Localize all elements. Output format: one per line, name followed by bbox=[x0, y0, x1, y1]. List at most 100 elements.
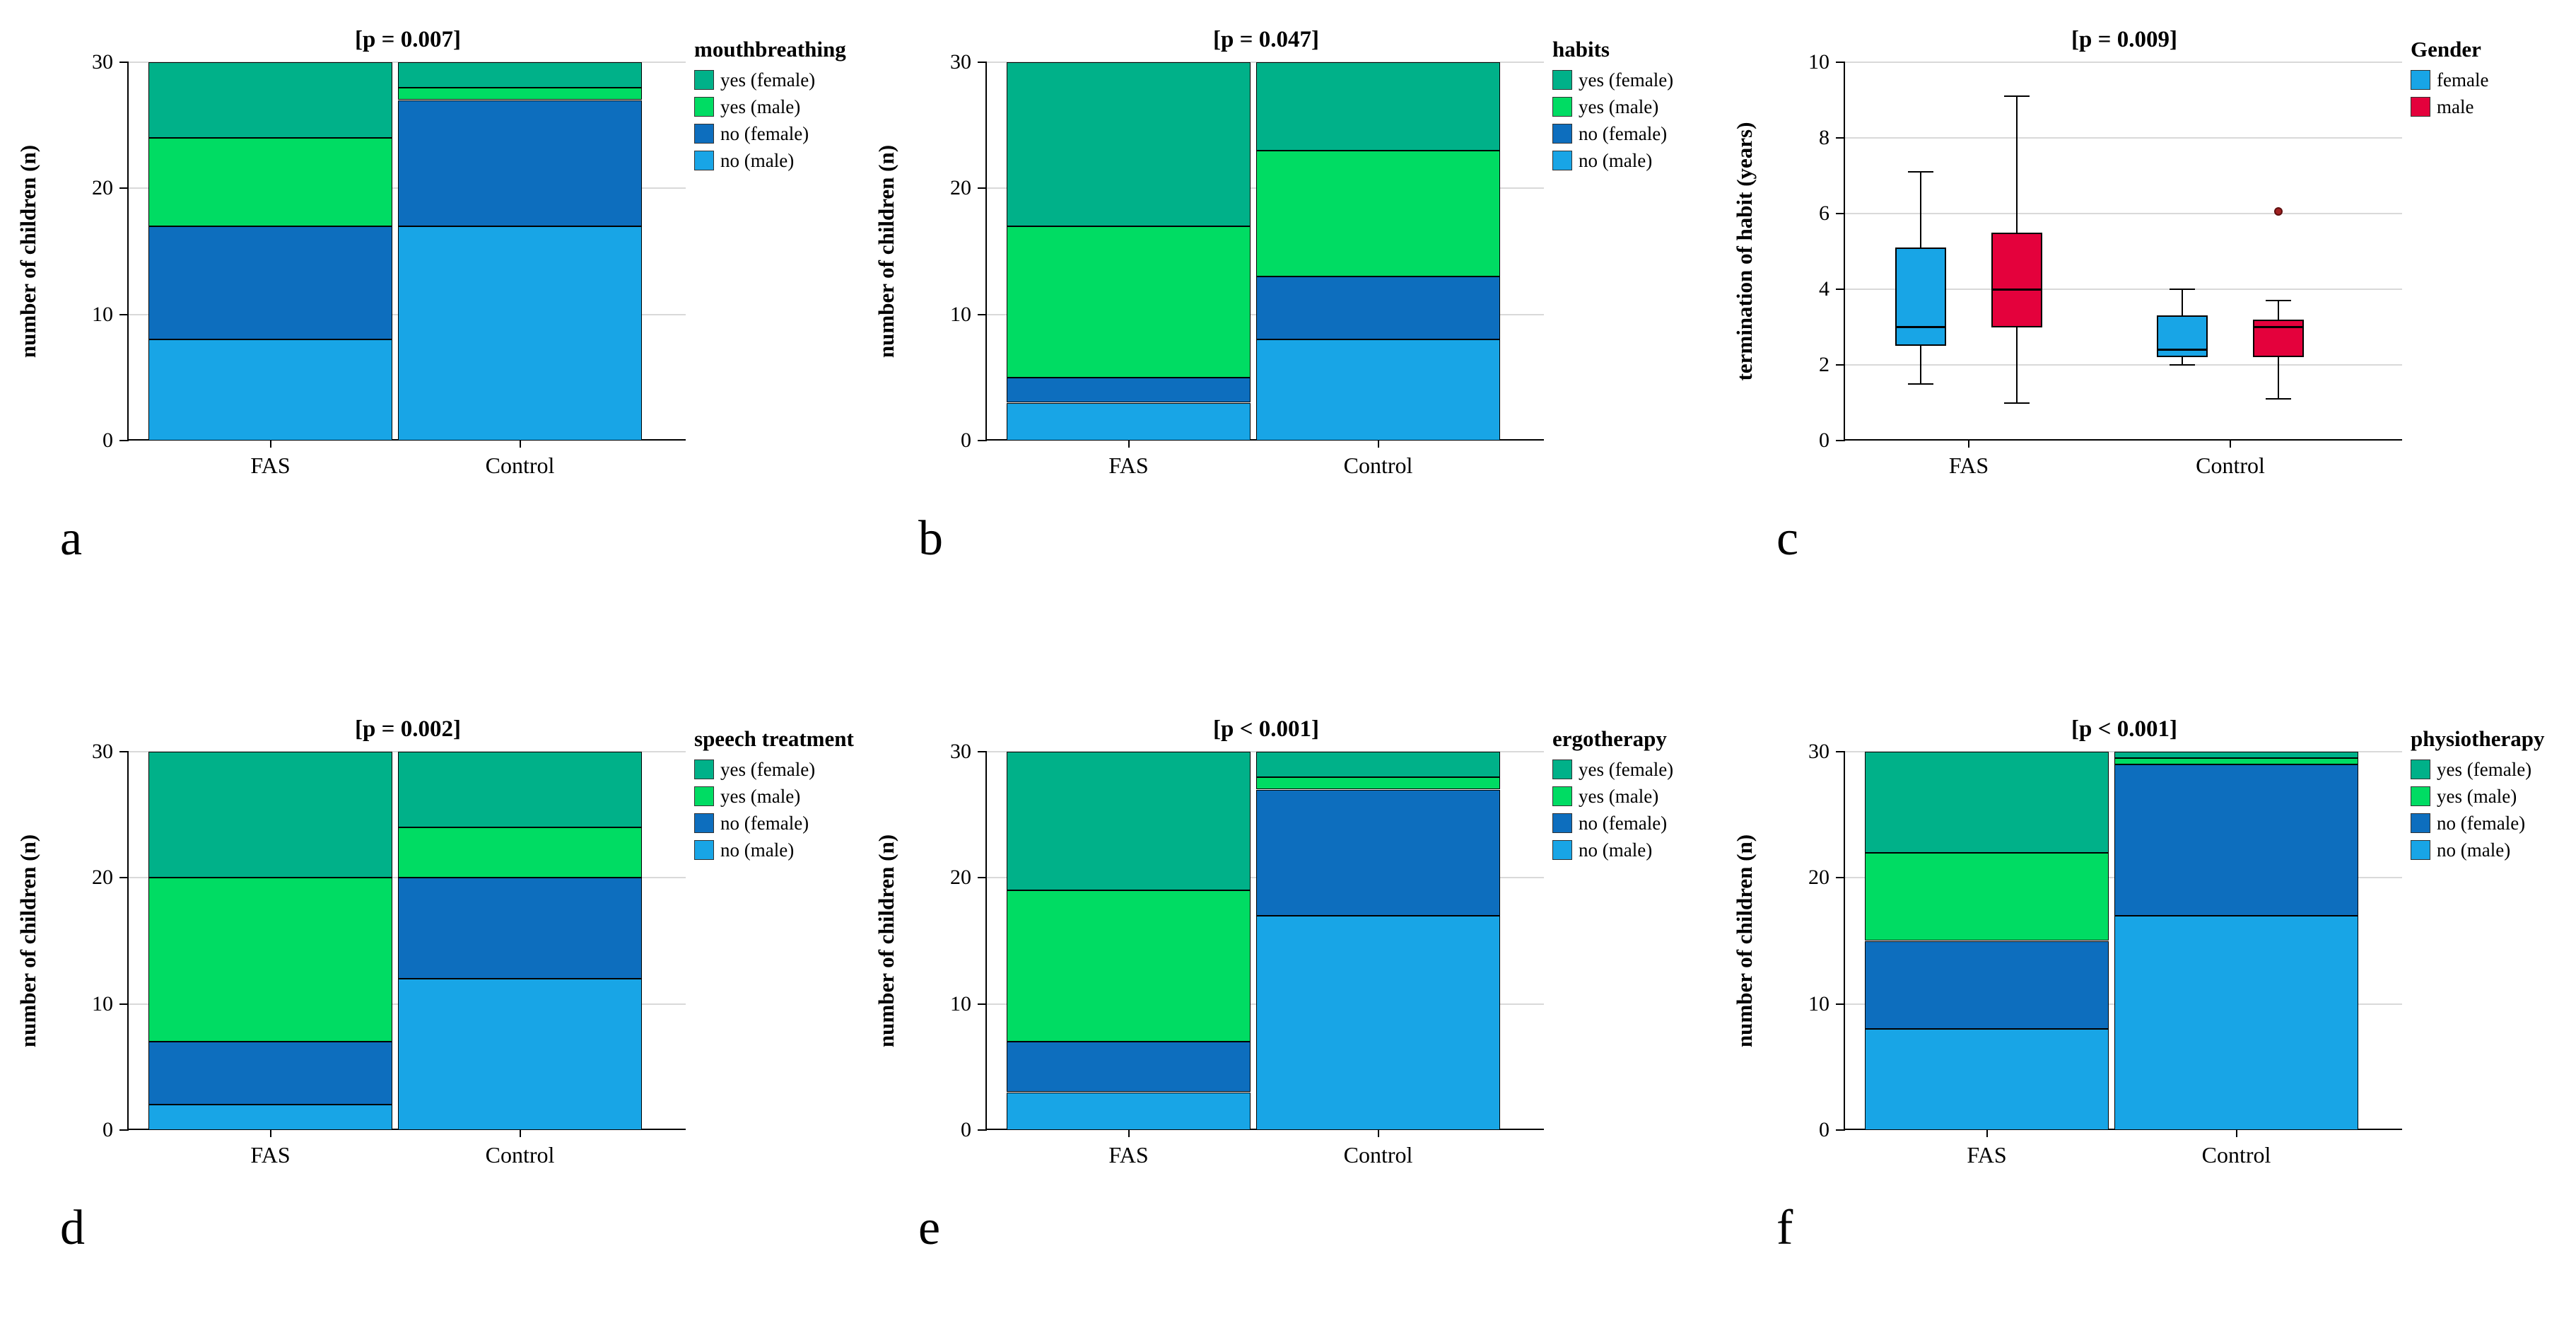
y-tick bbox=[119, 1129, 129, 1131]
y-axis-label: number of children (n) bbox=[1732, 834, 1757, 1048]
legend-swatch-no-male bbox=[694, 151, 714, 171]
legend-swatch-yes-male bbox=[2411, 786, 2430, 807]
legend-swatch-yes-male bbox=[694, 97, 714, 117]
y-tick-label: 20 bbox=[950, 866, 971, 890]
panel-b: [p = 0.047] number of children (n) 0 10 20… bbox=[858, 0, 1716, 622]
bar-segment-fas-yes-male bbox=[1007, 226, 1251, 378]
gridline bbox=[1845, 289, 2402, 290]
bar-segment-fas-yes-male bbox=[148, 138, 392, 226]
median-fas-male bbox=[1991, 288, 2042, 291]
bar-segment-fas-no-male bbox=[1007, 1092, 1251, 1130]
y-tick-label: 0 bbox=[103, 429, 113, 452]
y-axis-label: number of children (n) bbox=[16, 834, 40, 1048]
box-fas-female bbox=[1895, 248, 1946, 347]
legend-title: speech treatment bbox=[694, 726, 854, 751]
legend-items: yes (female) yes (male) no (female) no (mal… bbox=[2411, 759, 2573, 861]
y-tick-label: 30 bbox=[92, 740, 113, 763]
legend-title: Gender bbox=[2411, 37, 2481, 62]
legend-item: yes (female) bbox=[2411, 759, 2573, 781]
bar-segment-control-yes-female bbox=[398, 752, 642, 827]
y-tick-label: 10 bbox=[1808, 50, 1829, 74]
legend-label-no-female: no (female) bbox=[2437, 812, 2526, 834]
legend-label-yes-male: yes (male) bbox=[720, 95, 801, 117]
legend-items: yes (female) yes (male) no (female) no (mal… bbox=[1552, 69, 1715, 172]
panel-letter: f bbox=[1776, 1201, 1793, 1255]
y-tick-label: 30 bbox=[950, 50, 971, 74]
x-tick bbox=[1128, 1130, 1130, 1137]
legend-item: yes (female) bbox=[1552, 69, 1715, 91]
plot-area: 0 10 20 30 FAS Control bbox=[92, 50, 686, 478]
x-tick-label-fas: FAS bbox=[1108, 1142, 1149, 1168]
legend-item: yes (female) bbox=[1552, 759, 1715, 781]
x-tick bbox=[1377, 1130, 1379, 1137]
legend-swatch-yes-male bbox=[1552, 97, 1572, 117]
legend-items: yes (female) yes (male) no (female) no (mal… bbox=[694, 759, 857, 861]
legend-label-no-female: no (female) bbox=[1579, 122, 1668, 144]
legend-item: no (male) bbox=[694, 150, 857, 172]
y-tick-label: 0 bbox=[1819, 429, 1829, 452]
x-tick-label-fas: FAS bbox=[1967, 1142, 2007, 1168]
bar-segment-control-no-female bbox=[398, 100, 642, 226]
bar-segment-fas-no-female bbox=[1007, 1042, 1251, 1093]
outlier-control-male bbox=[2274, 207, 2283, 216]
y-axis-label: number of children (n) bbox=[874, 144, 898, 359]
figure: [p = 0.007] number of children (n) 0 10 20… bbox=[0, 0, 2576, 1266]
y-tick-label: 20 bbox=[92, 176, 113, 200]
box-fas-male bbox=[1991, 232, 2042, 327]
legend-label-yes-female: yes (female) bbox=[2437, 758, 2532, 780]
legend-item: yes (male) bbox=[694, 786, 857, 808]
chart-ergotherapy: [p < 0.001] number of children (n) 0 10 20… bbox=[858, 689, 1716, 1333]
legend-label-no-female: no (female) bbox=[720, 122, 809, 144]
bar-segment-fas-no-female bbox=[148, 226, 392, 340]
legend-swatch-yes-female bbox=[2411, 759, 2430, 780]
y-tick-label: 10 bbox=[950, 991, 971, 1015]
legend-item: yes (male) bbox=[2411, 786, 2573, 808]
legend: habits yes (female) yes (male) no (female)… bbox=[1552, 37, 1715, 177]
y-tick bbox=[978, 440, 987, 441]
gridline bbox=[1845, 213, 2402, 214]
x-tick-label-control: Control bbox=[485, 1142, 555, 1168]
chart-title: [p = 0.002] bbox=[355, 716, 461, 742]
figure-row-2: [p = 0.002] number of children (n) 0 10 20… bbox=[0, 622, 2576, 1266]
legend-items: yes (female) yes (male) no (female) no (mal… bbox=[694, 69, 857, 172]
bar-segment-control-yes-male bbox=[398, 827, 642, 878]
y-tick-label: 0 bbox=[1819, 1118, 1829, 1141]
chart-title: [p = 0.047] bbox=[1213, 27, 1319, 52]
y-tick-label: 30 bbox=[1808, 740, 1829, 763]
bar-segment-control-yes-male bbox=[1256, 150, 1500, 277]
y-tick bbox=[978, 313, 987, 315]
legend-swatch-yes-male bbox=[694, 786, 714, 807]
legend-label-no-male: no (male) bbox=[720, 839, 795, 861]
y-axis-label: termination of habit (years) bbox=[1732, 122, 1757, 381]
panel-c: [p = 0.009] termination of habit (years)… bbox=[1716, 0, 2575, 622]
legend-items: yes (female) yes (male) no (female) no (mal… bbox=[1552, 759, 1715, 861]
legend-item: no (female) bbox=[1552, 123, 1715, 145]
y-tick bbox=[1836, 877, 1845, 879]
panel-letter: a bbox=[60, 511, 83, 566]
y-tick bbox=[119, 877, 129, 879]
bar-segment-fas-no-male bbox=[148, 339, 392, 441]
plot-area: 0 2 4 6 8 10 FAS Control bbox=[1808, 50, 2402, 478]
median-control-male bbox=[2253, 326, 2304, 328]
bar-segment-control-yes-male bbox=[398, 87, 642, 100]
chart-title: [p < 0.001] bbox=[1213, 716, 1319, 742]
x-tick bbox=[1968, 441, 1969, 448]
legend-label-yes-female: yes (female) bbox=[720, 758, 816, 780]
bar-segment-control-yes-male bbox=[2114, 757, 2358, 764]
legend-swatch-no-male bbox=[1552, 151, 1572, 171]
bar-segment-fas-yes-female bbox=[1865, 752, 2109, 853]
bar-segment-control-yes-female bbox=[398, 62, 642, 88]
bar-segment-fas-no-male bbox=[148, 1105, 392, 1130]
y-tick-label: 4 bbox=[1819, 277, 1829, 301]
box-control-female bbox=[2157, 315, 2208, 358]
x-tick bbox=[519, 1130, 521, 1137]
legend-label-yes-female: yes (female) bbox=[1579, 758, 1674, 780]
legend-title: physiotherapy bbox=[2411, 726, 2545, 751]
y-tick bbox=[1836, 364, 1845, 366]
legend-swatch-yes-female bbox=[694, 759, 714, 780]
x-tick-label-control: Control bbox=[1343, 1142, 1413, 1168]
x-tick-label-fas: FAS bbox=[1108, 453, 1149, 478]
bar-segment-control-yes-male bbox=[1256, 776, 1500, 790]
x-tick-label-fas: FAS bbox=[1948, 453, 1989, 478]
y-tick-label: 30 bbox=[950, 740, 971, 763]
